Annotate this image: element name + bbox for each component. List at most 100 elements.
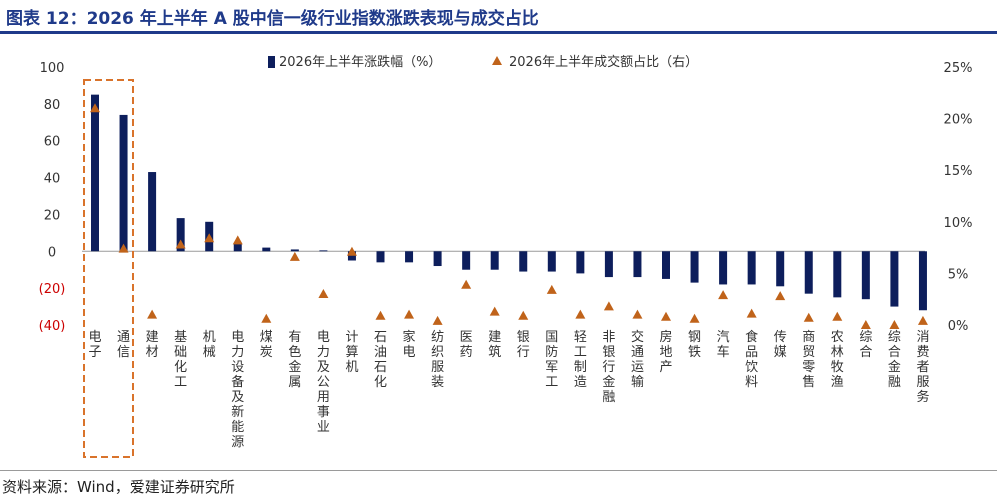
marker-有色金属 xyxy=(289,251,300,261)
bar-通信 xyxy=(119,114,128,252)
bar-食品饮料 xyxy=(747,251,756,285)
x-tick-label: 商贸零售 xyxy=(802,330,815,390)
bar-非银行金融 xyxy=(604,251,613,278)
marker-交通运输 xyxy=(632,309,643,319)
y-left-tick-label: (40) xyxy=(39,319,66,334)
bar-建筑 xyxy=(490,251,499,270)
highlight-box xyxy=(83,79,134,458)
marker-非银行金融 xyxy=(603,301,614,311)
x-tick-label: 家电 xyxy=(403,329,416,360)
x-tick-label: 房地产 xyxy=(659,329,672,375)
bar-钢铁 xyxy=(690,251,699,283)
marker-电子 xyxy=(90,103,100,113)
bar-计算机 xyxy=(347,251,356,261)
x-tick-label: 传媒 xyxy=(774,330,787,360)
y-left-tick-label: 80 xyxy=(44,98,61,113)
marker-消费者服务 xyxy=(917,315,928,325)
y-left-tick-label: 20 xyxy=(44,208,61,223)
y-right-tick-label: 0% xyxy=(948,319,969,334)
bar-交通运输 xyxy=(633,251,642,278)
marker-纺织服装 xyxy=(432,315,443,325)
y-left-tick-label: 60 xyxy=(44,135,61,150)
bar-基础化工 xyxy=(176,218,185,252)
y-left-tick-label: 100 xyxy=(40,61,65,76)
y-right-tick-label: 15% xyxy=(944,164,973,179)
marker-通信 xyxy=(118,243,129,253)
footer-divider xyxy=(0,470,997,471)
marker-电力设备及新能源 xyxy=(232,235,243,245)
x-tick-label: 银行 xyxy=(517,330,530,360)
marker-基础化工 xyxy=(175,239,186,249)
bar-综合金融 xyxy=(890,251,899,307)
marker-煤炭 xyxy=(261,313,272,323)
bar-医药 xyxy=(462,251,471,270)
x-tick-label: 建材 xyxy=(146,330,159,360)
marker-石油石化 xyxy=(375,310,386,320)
bar-消费者服务 xyxy=(918,251,927,311)
marker-建筑 xyxy=(489,306,500,316)
bar-有色金属 xyxy=(290,249,299,252)
marker-家电 xyxy=(404,309,415,319)
marker-电力及公用事业 xyxy=(318,289,329,299)
marker-国防军工 xyxy=(546,284,557,294)
y-right-tick-label: 20% xyxy=(944,113,973,128)
legend-label-turnover: 2026年上半年成交额占比（右） xyxy=(509,54,698,70)
x-tick-label: 建筑 xyxy=(488,330,501,360)
x-tick-label: 农林牧渔 xyxy=(831,330,844,390)
x-tick-label: 纺织服装 xyxy=(431,330,444,390)
x-tick-label: 食品饮料 xyxy=(745,329,758,390)
x-tick-label: 基础化工 xyxy=(174,330,187,390)
bar-房地产 xyxy=(662,251,670,279)
chart-legend: 2026年上半年涨跌幅（%） 2026年上半年成交额占比（右） xyxy=(268,54,698,70)
x-tick-label: 石油石化 xyxy=(374,330,387,390)
marker-医药 xyxy=(461,279,472,289)
marker-钢铁 xyxy=(689,313,700,323)
x-tick-label: 轻工制造 xyxy=(574,330,587,390)
y-left-tick-label: (20) xyxy=(39,282,66,297)
bar-综合 xyxy=(861,251,870,300)
marker-商贸零售 xyxy=(803,312,814,322)
y-right-tick-label: 5% xyxy=(948,267,969,282)
marker-房地产 xyxy=(661,311,671,321)
marker-机械 xyxy=(204,233,215,243)
x-tick-label: 机械 xyxy=(203,330,216,360)
bar-电子 xyxy=(91,94,99,252)
x-tick-label: 综合 xyxy=(859,330,872,360)
title-divider xyxy=(0,31,997,34)
x-tick-label: 国防军工 xyxy=(545,330,558,390)
x-tick-label: 消费者服务 xyxy=(916,330,929,405)
y-right-tick-label: 25% xyxy=(944,61,973,76)
legend-label-change: 2026年上半年涨跌幅（%） xyxy=(279,54,441,70)
bar-农林牧渔 xyxy=(833,251,842,298)
x-tick-label: 综合金融 xyxy=(888,330,901,390)
chart-svg: 2026年上半年涨跌幅（%） 2026年上半年成交额占比（右） 100 80 60 4… xyxy=(39,54,973,458)
x-tick-label: 汽车 xyxy=(717,330,730,360)
x-tick-label: 有色金属 xyxy=(288,330,301,390)
bar-纺织服装 xyxy=(433,251,442,267)
bar-电力及公用事业 xyxy=(319,250,328,252)
y-left-tick-label: 0 xyxy=(48,245,56,260)
marker-传媒 xyxy=(775,291,786,301)
x-tick-label: 电力及公用事业 xyxy=(317,330,330,435)
x-tick-label: 电子 xyxy=(88,330,101,360)
bar-建材 xyxy=(148,172,157,252)
x-tick-label: 计算机 xyxy=(345,330,358,375)
bar-国防军工 xyxy=(547,251,556,272)
bar-电力设备及新能源 xyxy=(233,243,242,252)
bar-传媒 xyxy=(776,251,785,287)
legend-swatch-marker xyxy=(492,56,502,65)
x-tick-label: 钢铁 xyxy=(688,330,701,360)
bar-石油石化 xyxy=(376,251,385,263)
marker-农林牧渔 xyxy=(832,311,843,321)
bar-汽车 xyxy=(719,251,728,285)
marker-食品饮料 xyxy=(746,308,757,318)
y-left-tick-label: 40 xyxy=(44,172,61,187)
bar-轻工制造 xyxy=(576,251,585,274)
marker-轻工制造 xyxy=(575,309,586,319)
x-tick-label: 非银行金融 xyxy=(602,330,615,405)
x-tick-label: 煤炭 xyxy=(260,330,273,360)
chart-title: 图表 12：2026 年上半年 A 股中信一级行业指数涨跌表现与成交占比 xyxy=(6,9,539,29)
x-tick-label: 通信 xyxy=(117,330,130,360)
bar-商贸零售 xyxy=(804,251,813,294)
y-right-tick-label: 10% xyxy=(944,216,973,231)
